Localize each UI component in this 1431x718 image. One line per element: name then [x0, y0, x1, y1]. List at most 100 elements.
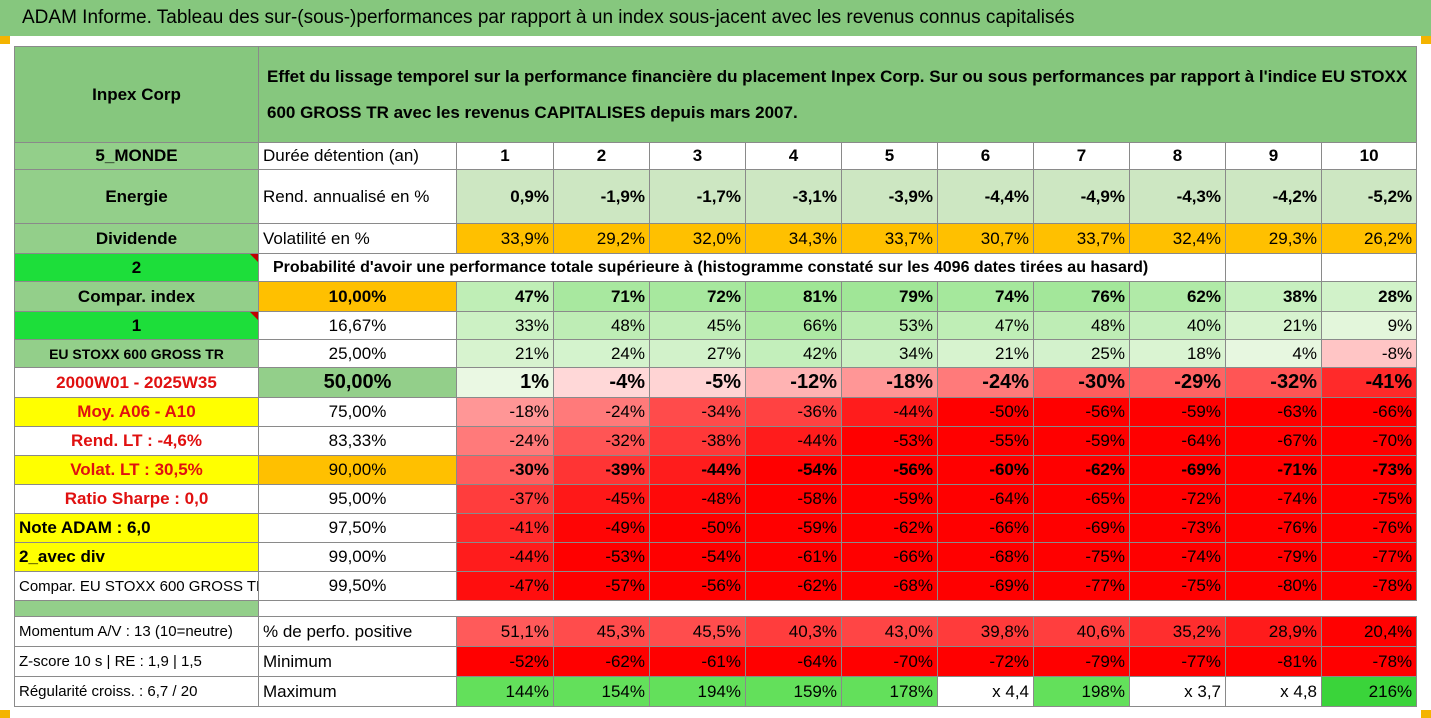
probability-cell: -62% [745, 571, 842, 601]
duration-header: 7 [1033, 142, 1130, 170]
table-row: 2 Probabilité d'avoir une performance tot… [14, 253, 1418, 282]
probability-cell: 1% [456, 367, 554, 398]
volatility-cell: 33,7% [1033, 223, 1130, 254]
duration-header: 10 [1320, 142, 1418, 170]
probability-cell: -37% [456, 484, 554, 514]
probability-cell: -69% [937, 571, 1034, 601]
empty-cell [1321, 600, 1417, 617]
percentile-label: 75,00% [258, 397, 457, 427]
probability-cell: -56% [1033, 397, 1130, 427]
table-row: Momentum A/V : 13 (10=neutre)% de perfo.… [14, 616, 1418, 647]
return-cell: -4,3% [1129, 169, 1226, 224]
probability-cell: -78% [1320, 571, 1418, 601]
index-name-label: EU STOXX 600 GROSS TR [14, 339, 259, 368]
empty-cell [1225, 253, 1322, 282]
probability-cell: 48% [553, 311, 650, 340]
probability-cell: -66% [937, 513, 1034, 543]
percentile-label: 83,33% [258, 426, 457, 456]
probability-cell: -76% [1320, 513, 1418, 543]
percentile-label: 95,00% [258, 484, 457, 514]
selector-1: 1 [14, 311, 259, 340]
probability-cell: 53% [841, 311, 938, 340]
probability-cell: -75% [1033, 542, 1130, 572]
probability-cell: -34% [649, 397, 746, 427]
minimum-cell: -52% [456, 646, 554, 677]
maximum-cell: 178% [841, 676, 938, 707]
positive-cell: 35,2% [1129, 616, 1226, 647]
probability-cell: -56% [841, 455, 938, 485]
probability-cell: -53% [553, 542, 650, 572]
probability-cell: -76% [1225, 513, 1322, 543]
probability-cell: -77% [1320, 542, 1418, 572]
compar-full-label: Compar. EU STOXX 600 GROSS TR [14, 571, 259, 601]
probability-cell: -32% [553, 426, 650, 456]
probability-cell: -56% [649, 571, 746, 601]
volatility-cell: 33,7% [841, 223, 938, 254]
probability-cell: 21% [456, 339, 554, 368]
percentile-label: 90,00% [258, 455, 457, 485]
table-row: Energie Rend. annualisé en % 0,9% -1,9% -1,7… [14, 169, 1418, 224]
table-row [14, 600, 1417, 617]
probability-cell: -50% [937, 397, 1034, 427]
positive-cell: 39,8% [937, 616, 1034, 647]
table-row: Compar. EU STOXX 600 GROSS TR 99,50% -47% -… [14, 571, 1418, 601]
probability-cell: 28% [1320, 281, 1418, 312]
duration-header: 9 [1225, 142, 1322, 170]
duration-header: 2 [553, 142, 650, 170]
volat-lt-label: Volat. LT : 30,5% [14, 455, 259, 485]
probability-cell: 79% [841, 281, 938, 312]
probability-cell: -53% [841, 426, 938, 456]
company-name: Inpex Corp [14, 46, 259, 143]
table-row: Régularité croiss. : 6,7 / 20 Maximum 144%… [14, 676, 1418, 707]
probability-cell: -18% [456, 397, 554, 427]
spacer-cell [14, 600, 259, 617]
probability-cell: -44% [456, 542, 554, 572]
positive-cell: 20,4% [1320, 616, 1418, 647]
maximum-cell: 159% [745, 676, 842, 707]
probability-cell: -75% [1320, 484, 1418, 514]
probability-cell: -59% [841, 484, 938, 514]
duration-header: 4 [745, 142, 842, 170]
probability-cell: -24% [937, 367, 1034, 398]
table-description: Effet du lissage temporel sur la perform… [257, 46, 1418, 143]
zone-label: 5_MONDE [14, 142, 259, 170]
positive-cell: 45,3% [553, 616, 650, 647]
probability-cell: -4% [553, 367, 650, 398]
table-row: Rend. LT : -4,6% 83,33% -24% -32% -38% -44% -5… [14, 426, 1418, 456]
table-row: Volat. LT : 30,5% 90,00% -30% -39% -44% -54% -… [14, 455, 1418, 485]
probability-cell: -77% [1033, 571, 1130, 601]
maximum-cell: 194% [649, 676, 746, 707]
empty-cell [456, 600, 554, 617]
return-cell: -4,4% [937, 169, 1034, 224]
empty-cell [745, 600, 842, 617]
corner-marker [1421, 710, 1431, 718]
return-cell: -1,7% [649, 169, 746, 224]
probability-cell: 62% [1129, 281, 1226, 312]
probability-cell: 18% [1129, 339, 1226, 368]
volatility-cell: 32,4% [1129, 223, 1226, 254]
rend-lt-label: Rend. LT : -4,6% [14, 426, 259, 456]
volatility-cell: 33,9% [456, 223, 554, 254]
zscore-label: Z-score 10 s | RE : 1,9 | 1,5 [14, 646, 259, 677]
volatility-cell: 34,3% [745, 223, 842, 254]
probability-cell: -69% [1033, 513, 1130, 543]
probability-cell: -72% [1129, 484, 1226, 514]
empty-cell [1225, 600, 1322, 617]
table-row: 2_avec div 99,00% -44% -53% -54% -61% -66% -68%… [14, 542, 1418, 572]
probability-cell: -41% [1320, 367, 1418, 398]
probability-cell: -59% [1033, 426, 1130, 456]
probability-cell: -64% [1129, 426, 1226, 456]
probability-cell: 9% [1320, 311, 1418, 340]
duration-header: 5 [841, 142, 938, 170]
probability-cell: -47% [456, 571, 554, 601]
probability-cell: 81% [745, 281, 842, 312]
table-row: Dividende Volatilité en % 33,9% 29,2% 32,0% 3… [14, 223, 1418, 254]
moy-label: Moy. A06 - A10 [14, 397, 259, 427]
table-row: Ratio Sharpe : 0,0 95,00% -37% -45% -48% -58%… [14, 484, 1418, 514]
volatility-cell: 29,2% [553, 223, 650, 254]
probability-cell: -8% [1320, 339, 1418, 368]
probability-cell: -24% [553, 397, 650, 427]
duration-header: 3 [649, 142, 746, 170]
probability-cell: -70% [1320, 426, 1418, 456]
table-row: EU STOXX 600 GROSS TR 25,00% 21% 24% 27% 42% 3… [14, 339, 1418, 368]
